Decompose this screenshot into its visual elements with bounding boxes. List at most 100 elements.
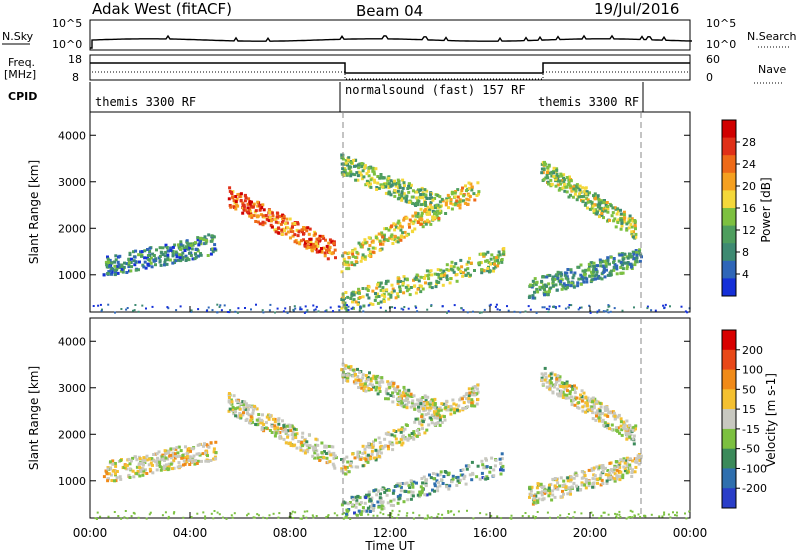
- echo-cell: [502, 250, 506, 254]
- echo-cell: [214, 457, 218, 461]
- echo-cell: [185, 256, 189, 260]
- echo-cell: [368, 510, 372, 513]
- echo-cell: [545, 385, 549, 389]
- echo-cell: [485, 465, 489, 469]
- echo-cell: [352, 158, 356, 162]
- echo-cell: [475, 402, 479, 406]
- echo-cell: [374, 292, 377, 295]
- echo-cell: [438, 423, 442, 427]
- echo-cell: [555, 168, 559, 172]
- echo-cell: [342, 170, 346, 174]
- echo-cell: [285, 217, 289, 221]
- ground-scatter-cell: [631, 510, 634, 513]
- echo-cell: [631, 428, 635, 432]
- ground-scatter-cell: [101, 308, 103, 311]
- ground-scatter-cell: [343, 512, 346, 515]
- ground-scatter-cell: [222, 516, 224, 519]
- echo-cell: [249, 418, 253, 422]
- echo-cell: [399, 238, 403, 242]
- echo-cell: [159, 458, 163, 462]
- echo-cell: [400, 443, 404, 447]
- echo-cell: [347, 365, 350, 369]
- echo-cell: [407, 483, 411, 487]
- echo-cell: [411, 436, 415, 440]
- echo-cell: [407, 287, 411, 291]
- ground-scatter-cell: [393, 306, 396, 309]
- echo-cell: [364, 389, 368, 393]
- echo-cell: [582, 404, 586, 408]
- echo-cell: [634, 427, 637, 431]
- echo-cell: [409, 183, 413, 187]
- ground-scatter-cell: [244, 307, 246, 309]
- colorbar-tick-label: 100: [742, 364, 763, 377]
- echo-cell: [111, 462, 115, 466]
- echo-cell: [497, 261, 500, 265]
- echo-cell: [396, 279, 400, 283]
- ground-scatter-cell: [549, 516, 551, 519]
- echo-cell: [392, 222, 396, 226]
- echo-cell: [556, 487, 560, 491]
- echo-cell: [291, 431, 295, 434]
- echo-cell: [415, 196, 419, 200]
- echo-cell: [634, 465, 638, 469]
- echo-cell: [492, 468, 496, 472]
- echo-cell: [242, 406, 246, 410]
- echo-cell: [414, 275, 418, 279]
- echo-cell: [465, 197, 469, 201]
- echo-cell: [280, 232, 284, 236]
- echo-cell: [609, 255, 613, 259]
- echo-cell: [392, 504, 395, 507]
- echo-cell: [558, 375, 562, 379]
- echo-cell: [297, 440, 301, 443]
- echo-cell: [154, 257, 158, 261]
- echo-cell: [470, 401, 474, 405]
- echo-cell: [467, 181, 471, 185]
- echo-cell: [367, 254, 371, 258]
- echo-cell: [616, 209, 620, 213]
- echo-cell: [347, 508, 351, 511]
- echo-cell: [268, 429, 272, 432]
- echo-cell: [125, 262, 129, 266]
- echo-cell: [591, 477, 595, 481]
- echo-cell: [631, 468, 634, 472]
- echo-cell: [619, 261, 623, 264]
- echo-cell: [438, 209, 442, 213]
- echo-cell: [164, 258, 167, 262]
- ground-scatter-cell: [292, 517, 294, 519]
- echo-cell: [476, 383, 480, 387]
- echo-cell: [531, 296, 535, 300]
- echo-cell: [430, 286, 434, 290]
- ground-scatter-cell: [603, 511, 606, 514]
- echo-cell: [576, 265, 580, 269]
- echo-cell: [419, 485, 423, 489]
- echo-cell: [592, 402, 596, 406]
- echo-cell: [388, 440, 392, 444]
- echo-cell: [406, 284, 410, 288]
- echo-cell: [344, 171, 348, 175]
- echo-cell: [377, 232, 381, 236]
- echo-cell: [498, 253, 502, 257]
- ground-scatter-cell: [312, 304, 315, 307]
- echo-cell: [419, 216, 423, 220]
- echo-cell: [593, 274, 597, 278]
- echo-cell: [198, 443, 202, 447]
- ground-scatter-cell: [462, 309, 465, 312]
- echo-cell: [390, 224, 394, 228]
- ground-scatter-cell: [228, 311, 231, 314]
- colorbar-swatch: [722, 409, 736, 430]
- echo-cell: [122, 265, 126, 269]
- echo-cell: [212, 450, 216, 454]
- echo-cell: [344, 467, 348, 471]
- echo-cell: [386, 444, 390, 448]
- echo-cell: [346, 172, 350, 176]
- ground-scatter-cell: [389, 514, 392, 517]
- echo-cell: [478, 477, 482, 481]
- echo-cell: [544, 290, 548, 294]
- echo-cell: [319, 456, 323, 460]
- echo-cell: [543, 378, 547, 382]
- echo-cell: [540, 171, 544, 175]
- echo-cell: [438, 195, 442, 199]
- echo-cell: [423, 276, 426, 280]
- echo-cell: [341, 373, 345, 377]
- echo-cell: [374, 448, 378, 452]
